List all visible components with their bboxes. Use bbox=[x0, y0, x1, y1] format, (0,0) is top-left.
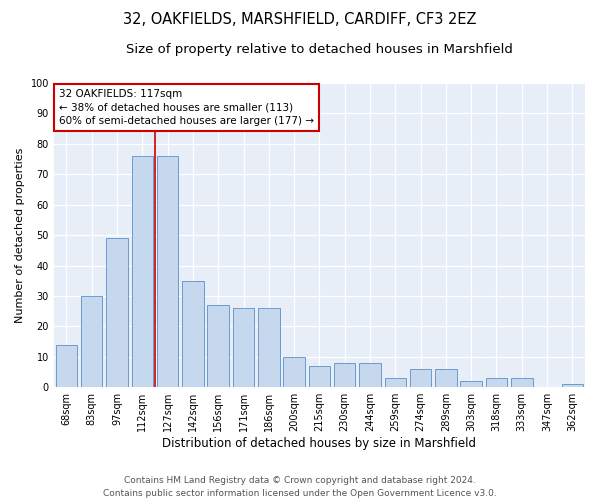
Bar bbox=[56, 344, 77, 387]
Bar bbox=[410, 369, 431, 387]
Bar bbox=[283, 357, 305, 387]
X-axis label: Distribution of detached houses by size in Marshfield: Distribution of detached houses by size … bbox=[163, 437, 476, 450]
Bar bbox=[131, 156, 153, 387]
Bar bbox=[308, 366, 330, 387]
Bar bbox=[258, 308, 280, 387]
Text: 32, OAKFIELDS, MARSHFIELD, CARDIFF, CF3 2EZ: 32, OAKFIELDS, MARSHFIELD, CARDIFF, CF3 … bbox=[123, 12, 477, 28]
Bar bbox=[460, 381, 482, 387]
Bar bbox=[511, 378, 533, 387]
Bar bbox=[359, 363, 381, 387]
Title: Size of property relative to detached houses in Marshfield: Size of property relative to detached ho… bbox=[126, 42, 513, 56]
Bar bbox=[106, 238, 128, 387]
Bar bbox=[486, 378, 507, 387]
Bar bbox=[233, 308, 254, 387]
Bar bbox=[334, 363, 355, 387]
Bar bbox=[385, 378, 406, 387]
Bar bbox=[208, 305, 229, 387]
Text: Contains HM Land Registry data © Crown copyright and database right 2024.
Contai: Contains HM Land Registry data © Crown c… bbox=[103, 476, 497, 498]
Bar bbox=[157, 156, 178, 387]
Bar bbox=[435, 369, 457, 387]
Y-axis label: Number of detached properties: Number of detached properties bbox=[15, 148, 25, 323]
Text: 32 OAKFIELDS: 117sqm
← 38% of detached houses are smaller (113)
60% of semi-deta: 32 OAKFIELDS: 117sqm ← 38% of detached h… bbox=[59, 89, 314, 126]
Bar bbox=[562, 384, 583, 387]
Bar bbox=[81, 296, 103, 387]
Bar bbox=[182, 281, 203, 387]
